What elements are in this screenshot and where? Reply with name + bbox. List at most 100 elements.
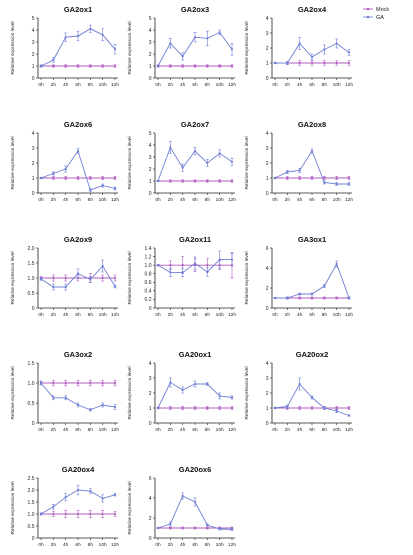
data-point xyxy=(310,296,314,300)
data-point xyxy=(76,381,80,385)
y-axis-label: Relative expression level xyxy=(244,251,250,304)
x-tick-label: 6h xyxy=(75,312,81,318)
x-tick-label: 4h xyxy=(180,542,186,548)
data-point xyxy=(230,406,234,410)
data-point xyxy=(181,64,184,68)
y-tick-label: 3 xyxy=(149,40,152,46)
x-tick-label: 4h xyxy=(180,312,186,318)
data-point xyxy=(286,170,289,174)
series-mock xyxy=(39,379,117,387)
x-tick-label: 6h xyxy=(192,82,198,88)
y-tick-label: 2.0 xyxy=(28,246,35,252)
y-tick-label: 1 xyxy=(149,406,152,412)
y-tick-label: 0.5 xyxy=(28,291,35,297)
data-point xyxy=(206,406,209,410)
data-point xyxy=(298,176,301,180)
data-point xyxy=(323,61,326,65)
data-point xyxy=(347,406,351,410)
x-tick-label: 10h xyxy=(216,542,224,548)
series-ga xyxy=(39,484,117,516)
data-point xyxy=(286,176,289,180)
data-point xyxy=(101,381,104,385)
data-point xyxy=(298,406,301,410)
y-tick-label: 5 xyxy=(149,131,152,137)
x-tick-label: 10h xyxy=(333,427,341,433)
data-point xyxy=(193,406,197,410)
data-point xyxy=(218,152,221,155)
data-point xyxy=(101,33,104,36)
y-axis-label: Relative expression level xyxy=(127,251,133,304)
panel-title: GA2ox11 xyxy=(179,235,211,244)
x-tick-label: 0h xyxy=(38,427,44,433)
data-point xyxy=(169,526,172,530)
data-point xyxy=(76,34,80,38)
x-tick-label: 6h xyxy=(309,82,315,88)
data-point xyxy=(52,276,55,280)
y-axis-label: Relative expression level xyxy=(244,21,250,74)
series-ga xyxy=(156,250,234,278)
x-tick-label: 12h xyxy=(345,312,353,318)
x-tick-label: 12h xyxy=(111,312,119,318)
data-point xyxy=(89,27,92,30)
y-tick-label: 0 xyxy=(149,191,152,197)
x-tick-label: 8h xyxy=(322,82,328,88)
x-tick-label: 0h xyxy=(38,312,44,318)
y-tick-label: 6 xyxy=(266,246,269,252)
y-tick-label: 1.2 xyxy=(145,254,152,260)
y-tick-label: 1.0 xyxy=(28,381,35,387)
data-point xyxy=(206,382,209,386)
legend-swatch-marker xyxy=(366,15,370,19)
data-point xyxy=(64,36,67,39)
x-tick-label: 2h xyxy=(51,312,57,318)
panel-title: GA20ox2 xyxy=(296,350,329,359)
data-point xyxy=(39,381,43,385)
y-tick-label: 1.0 xyxy=(145,263,152,269)
data-point xyxy=(230,396,234,399)
x-tick-label: 8h xyxy=(205,312,211,318)
data-point xyxy=(101,184,104,187)
data-point xyxy=(206,264,209,267)
x-tick-label: 12h xyxy=(228,197,236,203)
data-point xyxy=(298,292,301,296)
data-point xyxy=(323,406,326,410)
x-tick-label: 6h xyxy=(192,312,198,318)
y-tick-label: 0.4 xyxy=(145,289,152,295)
data-point xyxy=(310,55,314,59)
data-point xyxy=(101,64,104,68)
data-point xyxy=(52,58,55,62)
panel-ga2ox8: GA2ox8 0 1 2 3 4 Relative expression level 0h 2h… xyxy=(244,120,353,203)
data-point xyxy=(193,500,197,504)
x-tick-label: 10h xyxy=(99,197,107,203)
data-point xyxy=(76,272,80,275)
data-point xyxy=(193,36,197,39)
data-point xyxy=(64,512,67,516)
data-point xyxy=(113,285,117,288)
x-tick-label: 0h xyxy=(272,312,278,318)
panel-ga2ox3: GA2ox3 0 1 2 3 4 5 Relative expression level 0h 2… xyxy=(127,5,236,88)
data-point xyxy=(89,64,92,68)
x-tick-label: 4h xyxy=(180,197,186,203)
data-point xyxy=(206,161,209,165)
data-point xyxy=(169,146,172,149)
data-point xyxy=(193,64,197,68)
data-point xyxy=(335,406,338,410)
data-point xyxy=(89,381,92,385)
series-ga xyxy=(156,29,234,68)
y-tick-label: 0.5 xyxy=(28,401,35,407)
data-point xyxy=(89,408,92,411)
x-tick-label: 0h xyxy=(155,197,161,203)
x-tick-label: 8h xyxy=(205,427,211,433)
y-tick-label: 2 xyxy=(266,286,269,292)
data-point xyxy=(273,176,277,180)
y-tick-label: 4 xyxy=(266,16,269,22)
y-tick-label: 2 xyxy=(32,52,35,58)
x-tick-label: 10h xyxy=(99,542,107,548)
data-point xyxy=(169,64,172,68)
x-tick-label: 0h xyxy=(155,542,161,548)
x-tick-label: 4h xyxy=(180,427,186,433)
y-tick-label: 1.4 xyxy=(145,246,152,252)
y-tick-label: 0 xyxy=(266,76,269,82)
x-tick-label: 2h xyxy=(285,427,291,433)
data-point xyxy=(52,176,55,180)
